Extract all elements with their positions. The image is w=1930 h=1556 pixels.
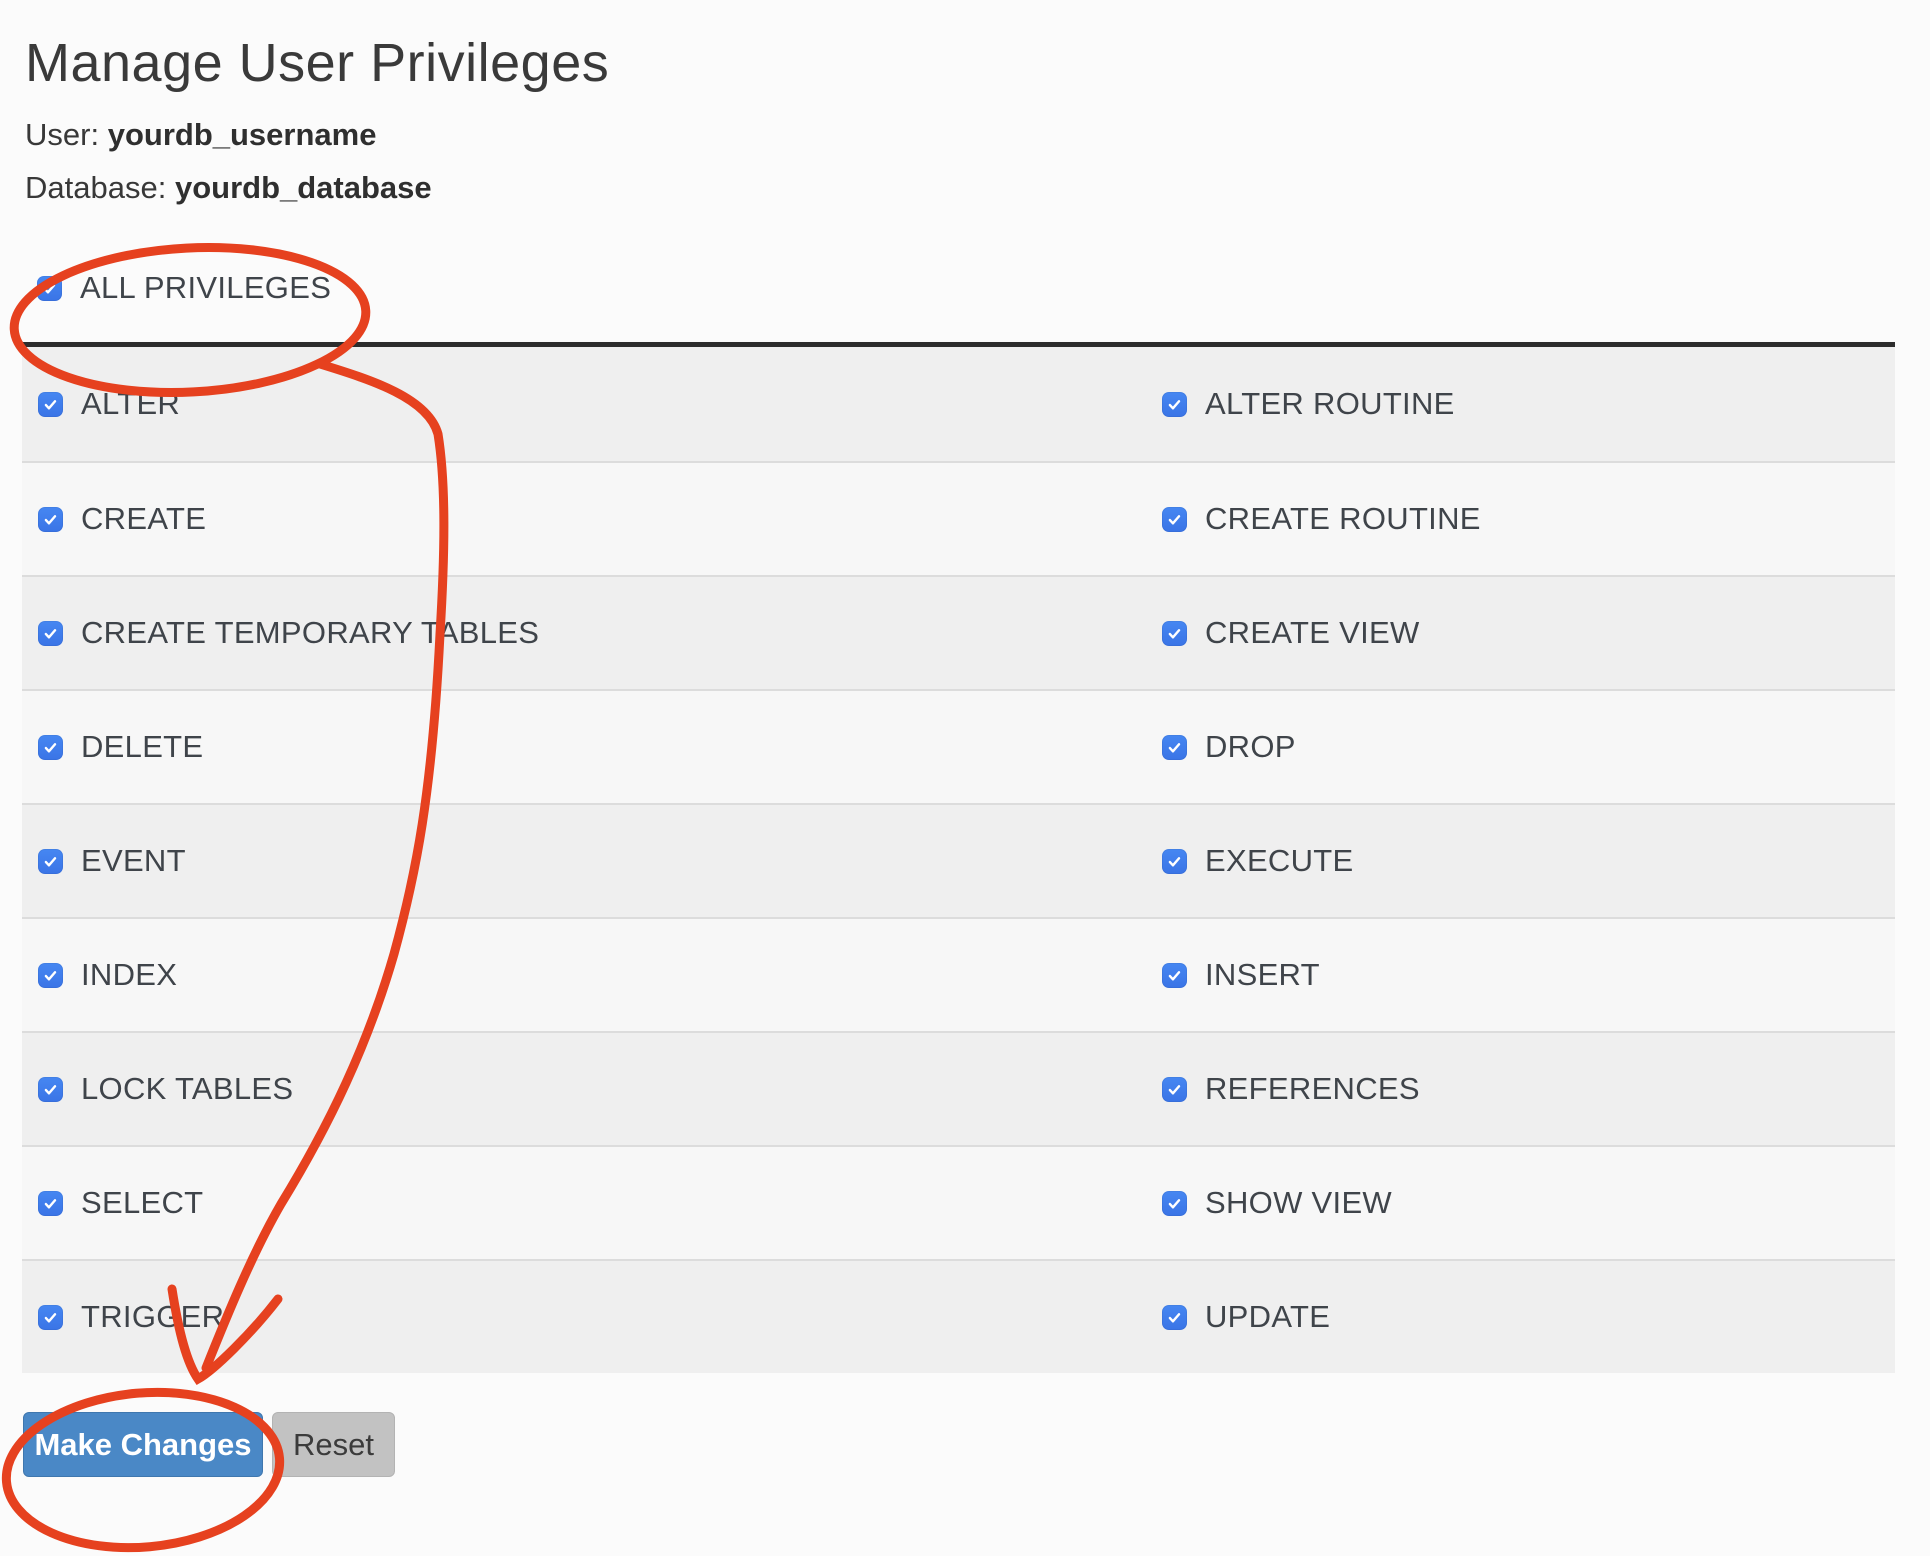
checkmark-icon [1168,515,1181,525]
privilege-row: TRIGGER UPDATE [22,1259,1895,1374]
privilege-cell: CREATE [38,463,206,575]
all-privileges-label: ALL PRIVILEGES [80,270,332,306]
checkmark-icon [1168,1313,1181,1323]
privilege-checkbox-create[interactable] [38,506,63,532]
privilege-row: EVENT EXECUTE [22,803,1895,918]
privilege-checkbox-references[interactable] [1162,1076,1187,1102]
privilege-label: CREATE ROUTINE [1205,501,1481,537]
privilege-label: CREATE TEMPORARY TABLES [81,615,540,651]
privilege-checkbox-event[interactable] [38,848,63,874]
privilege-label: CREATE [81,501,207,537]
checkmark-icon [44,515,57,525]
checkmark-icon [44,629,57,639]
privilege-cell: EVENT [38,805,186,917]
privilege-checkbox-select[interactable] [38,1190,63,1216]
user-value: yourdb_username [107,117,377,153]
privilege-label: LOCK TABLES [81,1071,294,1107]
privileges-table: ALTER ALTER ROUTINE CREATE CREATE ROUTINE CR… [22,347,1895,1374]
privilege-label: SELECT [81,1185,204,1221]
privilege-cell: CREATE ROUTINE [1162,463,1481,575]
privilege-cell: SELECT [38,1147,203,1259]
privilege-cell: ALTER [38,347,180,461]
privilege-cell: EXECUTE [1162,805,1354,917]
privilege-cell: INDEX [38,919,177,1031]
privilege-checkbox-show-view[interactable] [1162,1190,1187,1216]
privilege-label: EVENT [81,843,186,879]
checkmark-icon [43,284,56,294]
checkmark-icon [1168,1085,1181,1095]
privilege-cell: ALTER ROUTINE [1162,347,1455,461]
checkmark-icon [1168,1199,1181,1209]
privilege-checkbox-execute[interactable] [1162,848,1187,874]
checkmark-icon [44,1085,57,1095]
privilege-label: SHOW VIEW [1205,1185,1392,1221]
page-title: Manage User Privileges [25,33,610,93]
privilege-label: INSERT [1205,957,1320,993]
user-label: User: [25,117,100,153]
privilege-cell: INSERT [1162,919,1320,1031]
privilege-checkbox-lock-tables[interactable] [38,1076,63,1102]
privilege-checkbox-create-temporary-tables[interactable] [38,620,63,646]
privilege-checkbox-index[interactable] [38,962,63,988]
privilege-checkbox-create-routine[interactable] [1162,506,1187,532]
privilege-label: CREATE VIEW [1205,615,1420,651]
privilege-row: DELETE DROP [22,689,1895,804]
checkmark-icon [1168,743,1181,753]
privilege-label: DROP [1205,729,1296,765]
checkmark-icon [1168,400,1181,410]
privilege-checkbox-alter[interactable] [38,391,63,417]
privilege-row: INDEX INSERT [22,917,1895,1032]
privilege-checkbox-delete[interactable] [38,734,63,760]
checkmark-icon [1168,971,1181,981]
privilege-label: UPDATE [1205,1299,1331,1335]
privilege-cell: LOCK TABLES [38,1033,293,1145]
privilege-cell: REFERENCES [1162,1033,1420,1145]
privilege-row: CREATE CREATE ROUTINE [22,461,1895,576]
privilege-label: ALTER [81,386,181,422]
make-changes-button[interactable]: Make Changes [23,1412,263,1478]
user-line: User: yourdb_username [25,116,1930,153]
privilege-row: LOCK TABLES REFERENCES [22,1031,1895,1146]
privilege-checkbox-insert[interactable] [1162,962,1187,988]
privilege-row: CREATE TEMPORARY TABLES CREATE VIEW [22,575,1895,690]
privilege-checkbox-alter-routine[interactable] [1162,391,1187,417]
privilege-label: REFERENCES [1205,1071,1420,1107]
privilege-row: SELECT SHOW VIEW [22,1145,1895,1260]
database-label: Database: [25,170,167,206]
privilege-label: INDEX [81,957,178,993]
privilege-checkbox-create-view[interactable] [1162,620,1187,646]
privilege-cell: TRIGGER [38,1261,224,1373]
all-privileges-row: ALL PRIVILEGES [37,270,1930,305]
checkmark-icon [44,1313,57,1323]
privilege-checkbox-update[interactable] [1162,1304,1187,1330]
section-divider [22,342,1895,348]
privilege-cell: UPDATE [1162,1261,1330,1373]
privilege-checkbox-drop[interactable] [1162,734,1187,760]
all-privileges-checkbox[interactable] [37,275,62,301]
privilege-label: TRIGGER [81,1299,225,1335]
privilege-cell: CREATE VIEW [1162,577,1420,689]
checkmark-icon [44,857,57,867]
checkmark-icon [1168,857,1181,867]
privilege-cell: SHOW VIEW [1162,1147,1392,1259]
checkmark-icon [44,743,57,753]
privilege-cell: CREATE TEMPORARY TABLES [38,577,539,689]
privilege-row: ALTER ALTER ROUTINE [22,347,1895,462]
checkmark-icon [44,1199,57,1209]
database-value: yourdb_database [174,170,432,206]
privilege-label: EXECUTE [1205,843,1354,879]
checkmark-icon [44,971,57,981]
action-buttons: Make Changes Reset [23,1412,1930,1478]
checkmark-icon [44,400,57,410]
checkmark-icon [1168,629,1181,639]
privilege-cell: DROP [1162,691,1296,803]
privilege-checkbox-trigger[interactable] [38,1304,63,1330]
manage-user-privileges-page: Manage User Privileges User: yourdb_user… [0,32,1930,1478]
privilege-label: ALTER ROUTINE [1205,386,1455,422]
database-line: Database: yourdb_database [25,169,1930,206]
reset-button[interactable]: Reset [272,1412,395,1478]
privilege-cell: DELETE [38,691,203,803]
privilege-label: DELETE [81,729,204,765]
